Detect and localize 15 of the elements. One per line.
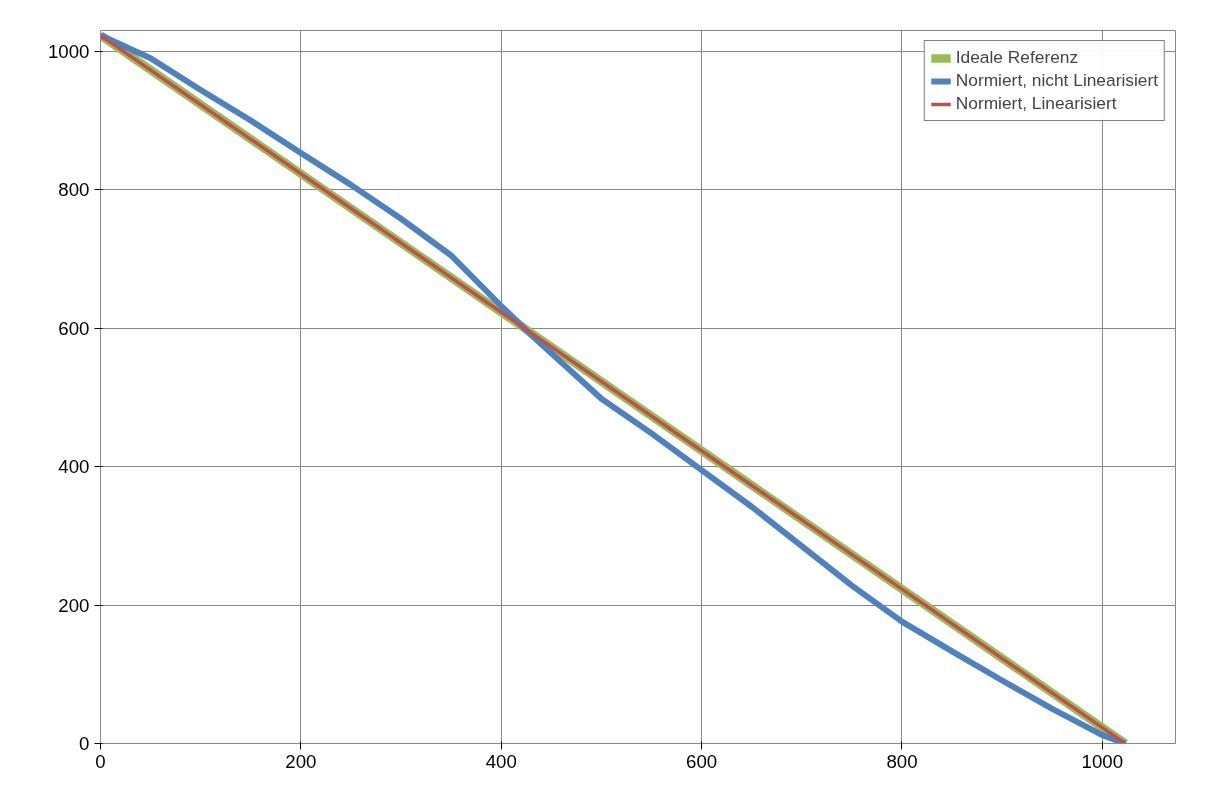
x-tick-label: 800 — [886, 750, 918, 772]
legend-label: Ideale Referenz — [955, 47, 1079, 68]
legend-label: Normiert, Linearisiert — [955, 93, 1117, 114]
x-tick-label: 600 — [686, 750, 718, 772]
y-tick-label: 200 — [58, 594, 90, 616]
y-tick-label: 600 — [58, 317, 90, 339]
x-tick-label: 1000 — [1081, 750, 1124, 772]
y-tick-label: 400 — [58, 456, 90, 478]
y-tick-label: 800 — [58, 179, 90, 201]
x-tick-label: 0 — [95, 750, 106, 772]
x-tick-label: 400 — [485, 750, 517, 772]
y-tick-label: 1000 — [48, 40, 90, 62]
x-tick-label: 200 — [285, 750, 317, 772]
y-tick-label: 0 — [79, 733, 90, 754]
legend-label: Normiert, nicht Linearisiert — [955, 70, 1158, 91]
